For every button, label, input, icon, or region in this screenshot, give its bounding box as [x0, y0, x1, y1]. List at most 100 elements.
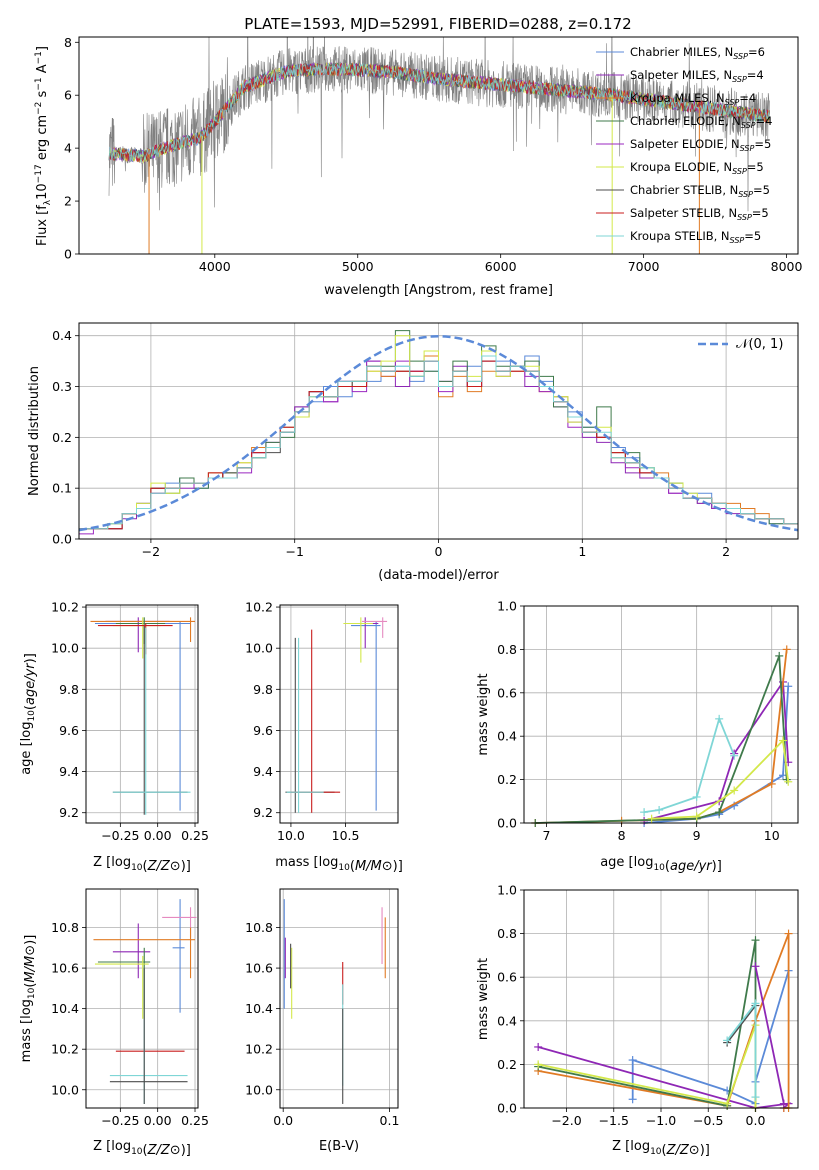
model-spectrum-line [108, 62, 770, 163]
y-label-part: 10 [35, 183, 50, 200]
weight-line [631, 970, 790, 1106]
axes-frame [523, 605, 799, 824]
x-tick-label: −0.25 [101, 1113, 139, 1128]
label-sub: 10 [131, 1147, 143, 1157]
y-tick-label: 8 [64, 35, 72, 50]
y-tick-label: 6 [64, 88, 72, 103]
legend-sub: SSP [733, 52, 748, 61]
residuals-plot-area [78, 330, 799, 539]
x-tick-label: −0.25 [101, 828, 139, 843]
label-part: M/M⊙ [23, 945, 38, 983]
legend-label: Kroupa ELODIE, NSSP=5 [630, 160, 764, 176]
label-part: age/yr [670, 859, 713, 874]
legend-text: Salpeter MILES, N [630, 68, 732, 82]
label-part: ( [143, 859, 148, 874]
label-part: Z [ [93, 1139, 111, 1154]
label-part: ( [662, 1143, 667, 1158]
y-label-part: s [35, 90, 50, 101]
legend-sub: SSP [741, 121, 756, 130]
label-part: Z/Z⊙ [147, 1143, 181, 1158]
axis-label: mass weight [476, 673, 491, 755]
y-tick-label: 10.0 [245, 1082, 273, 1097]
axis-label: E(B-V) [319, 1139, 359, 1154]
y-tick-label: 0.1 [52, 481, 72, 496]
observed-spectrum [108, 37, 770, 212]
legend-label: Kroupa STELIB, NSSP=5 [630, 229, 761, 245]
spectrum-plot-area [108, 37, 770, 254]
legend-eq: =5 [747, 160, 764, 174]
label-part: ( [665, 859, 670, 874]
label-part: mass weight [476, 958, 491, 1040]
label-part: log [630, 1139, 650, 1154]
y-tick-label: 10.4 [51, 1001, 79, 1016]
y-label-part: −1 [34, 77, 44, 90]
legend-text: Chabrier STELIB, N [630, 183, 738, 197]
label-part: )] [23, 653, 38, 663]
axes-frame [279, 888, 399, 1109]
histogram-step [78, 355, 798, 539]
z_weight-panel: −2.0 −1.5 −1.0 −0.5 0.0 0.0 0.2 0.4 0.6 0.8 1.0 Z [… [476, 883, 799, 1158]
x-axis-label: wavelength [Angstrom, rest frame] [324, 283, 553, 298]
label-part: )] [181, 1143, 191, 1158]
x-tick-label: 0.25 [181, 1113, 209, 1128]
y-label-part: erg cm [35, 115, 50, 164]
legend-text: Chabrier ELODIE, N [630, 114, 741, 128]
figure-title: PLATE=1593, MJD=52991, FIBERID=0288, z=0… [244, 15, 631, 33]
y-tick-label: 0.4 [52, 328, 72, 343]
label-part: )] [712, 859, 722, 874]
label-part: E(B-V) [319, 1139, 359, 1154]
y-label-part: λ [43, 199, 53, 205]
z_mass-plot-area [93, 899, 197, 1104]
label-part: ( [23, 705, 38, 710]
legend-label: Kroupa MILES, NSSP=4 [630, 91, 756, 107]
x-tick-label: 10.5 [332, 828, 360, 843]
y-tick-label: 10.4 [245, 1001, 273, 1016]
y-tick-label: 0.8 [497, 926, 517, 941]
x-tick-label: 7000 [628, 259, 660, 274]
y-tick-label: 0.3 [52, 379, 72, 394]
x-tick-label: 8 [618, 828, 626, 843]
label-part: )] [23, 935, 38, 945]
y-tick-label: 10.8 [245, 920, 273, 935]
weight-line [643, 679, 790, 822]
y-tick-label: 10.8 [51, 920, 79, 935]
y-tick-label: 0.6 [497, 685, 517, 700]
legend-text: Chabrier MILES, N [630, 45, 733, 59]
y-tick-label: 0.0 [52, 532, 72, 547]
y-tick-label: 10.2 [245, 600, 273, 615]
label-part: )] [181, 859, 191, 874]
x-tick-label: 7 [543, 828, 551, 843]
legend-label: 𝒩(0, 1) [736, 337, 783, 352]
label-part: ( [23, 983, 38, 988]
y-tick-label: 4 [64, 141, 72, 156]
x-tick-label: 1 [578, 544, 586, 559]
y-axis-label: Flux [fλ10−17 erg cm−2 s−1 A−1] [34, 46, 53, 246]
x-tick-label: 10.0 [277, 828, 305, 843]
y-tick-label: 10.2 [51, 1042, 79, 1057]
legend-sub: SSP [738, 190, 753, 199]
legend-sub: SSP [725, 98, 740, 107]
spectrum-panel: 4000 5000 6000 7000 8000 0 2 4 6 8 wavelength [Ang… [34, 35, 803, 298]
y-tick-label: 9.2 [59, 805, 79, 820]
legend-text: Kroupa ELODIE, N [630, 160, 732, 174]
x-tick-label: 2 [722, 544, 730, 559]
x-tick-label: 0.00 [144, 828, 172, 843]
weight-line [538, 1024, 757, 1108]
label-part: Z/Z⊙ [666, 1143, 700, 1158]
y-tick-label: 9.6 [59, 723, 79, 738]
y-tick-label: 0.2 [497, 1057, 517, 1072]
label-part: mass [ [275, 855, 318, 870]
y-tick-label: 0.4 [497, 729, 517, 744]
mass_age-plot-area [285, 617, 388, 813]
label-part: ( [143, 1143, 148, 1158]
y-label-part: −2 [34, 102, 44, 115]
label-part: mass weight [476, 673, 491, 755]
legend-eq: =5 [754, 137, 771, 151]
legend-sub: SSP [732, 75, 747, 84]
residuals-panel: −2 −1 0 1 2 0.0 0.1 0.2 0.3 0.4 𝒩(0, 1) (data-model… [27, 322, 799, 583]
axis-label: age [log10(age/yr)] [19, 653, 38, 775]
y-tick-label: 0 [64, 247, 72, 262]
y-tick-label: 1.0 [497, 599, 517, 614]
